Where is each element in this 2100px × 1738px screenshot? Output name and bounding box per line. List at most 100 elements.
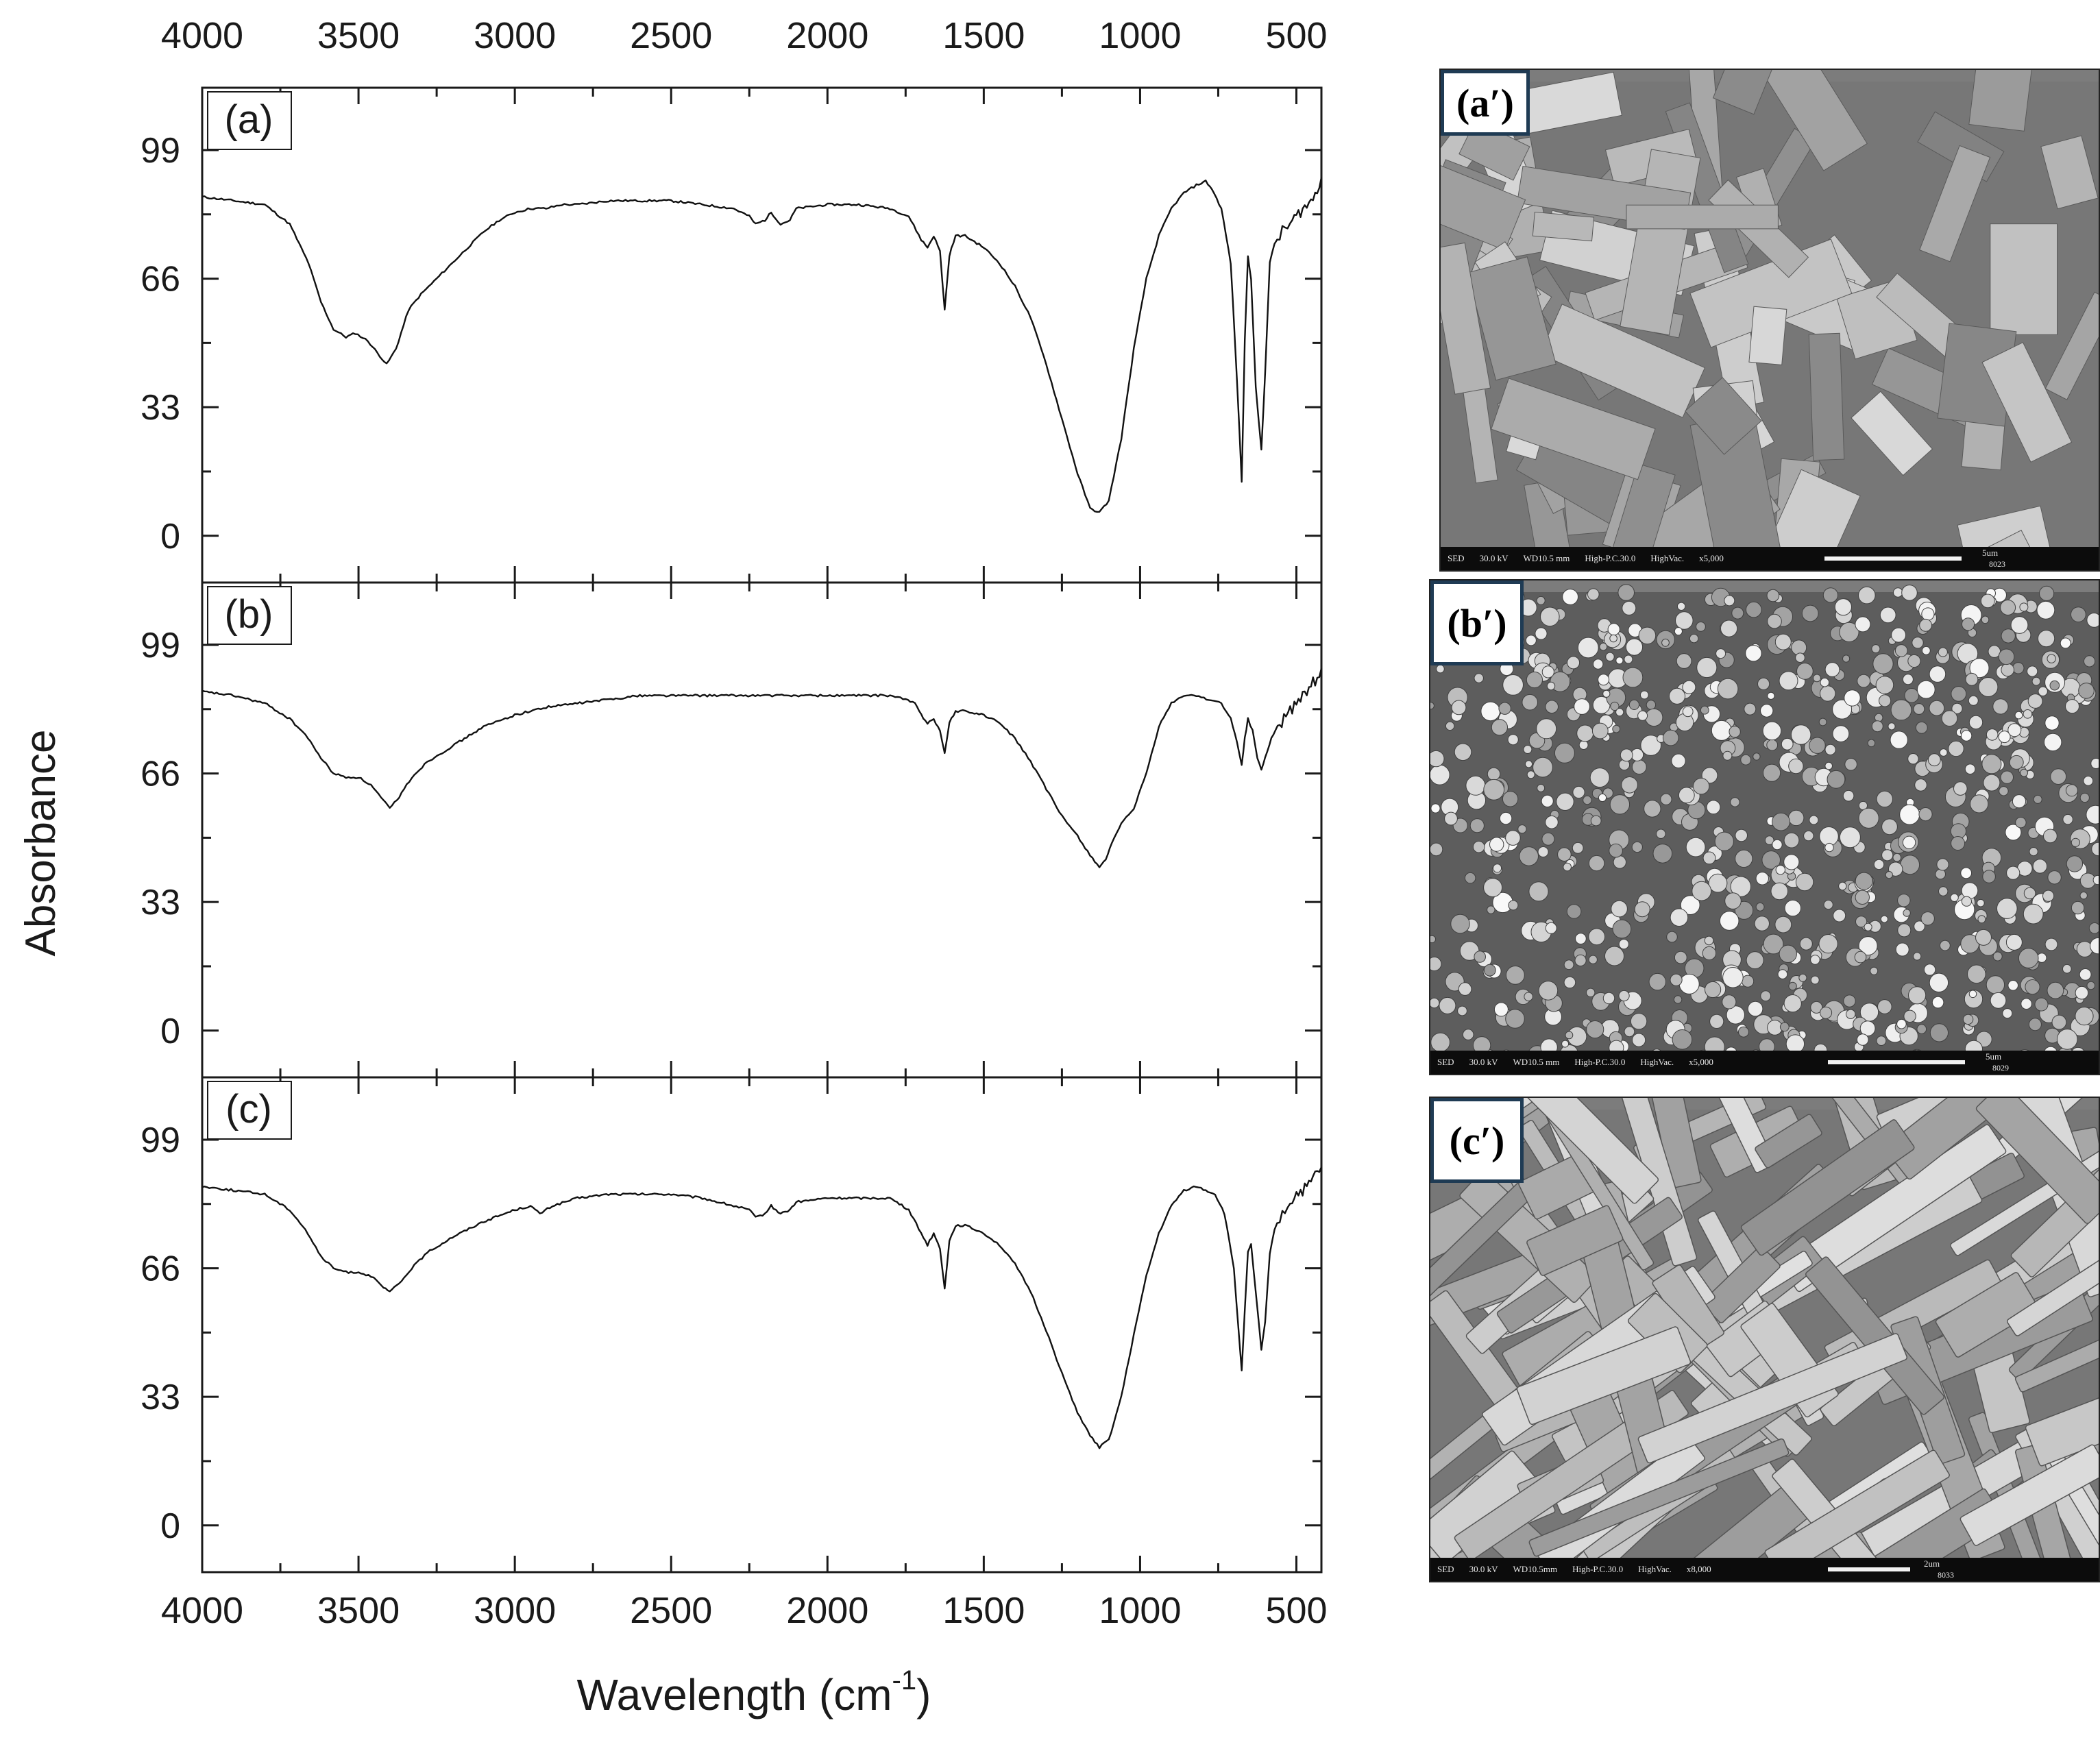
sem-particle: [1480, 701, 1500, 722]
sem-particle: [1962, 1014, 1974, 1025]
sem-mode: High-P.C.30.0: [1574, 1057, 1626, 1067]
sem-particle: [2006, 866, 2020, 880]
x-tick-label-top: 1000: [1099, 15, 1181, 56]
sem-particle: [1618, 990, 1630, 1002]
sem-particle: [1893, 587, 1903, 598]
sem-particle: [2007, 980, 2019, 991]
sem-particle: [1968, 695, 1979, 706]
sem-particle: [1809, 737, 1826, 754]
sem-particle: [1876, 1036, 1887, 1046]
sem-particle: [1708, 873, 1728, 893]
sem-scale-bar: [1828, 1060, 1965, 1064]
sem-particle: [2007, 723, 2022, 737]
sem-particle: [2044, 733, 2062, 752]
sem-particle: [1824, 842, 1834, 853]
sem-particle: [1986, 729, 1999, 741]
sem-particle: [1565, 1031, 1574, 1040]
sem-particle: [1632, 1033, 1646, 1047]
sem-crystal-flake: [2044, 291, 2099, 400]
sem-particle: [1602, 689, 1611, 698]
sem-crystal-rod: [1516, 1326, 1692, 1425]
sem-particle: [2012, 794, 2027, 809]
sem-particle: [1881, 818, 1898, 835]
sem-particle: [2049, 680, 2060, 691]
sem-particle: [2083, 776, 2094, 786]
sem-particle: [1474, 951, 1486, 963]
sem-voltage: 30.0 kV: [1469, 1564, 1498, 1574]
sem-particle: [2009, 755, 2024, 770]
sem-particle: [1454, 743, 1472, 761]
sem-particle: [1907, 753, 1919, 765]
sem-working-distance: WD10.5 mm: [1513, 1057, 1560, 1067]
sem-particle: [1660, 793, 1672, 805]
sem-particle: [1938, 886, 1949, 896]
sem-info-bar: SED 30.0 kV WD10.5mm High-P.C.30.0 HighVac. x…: [1430, 1558, 2099, 1581]
sem-particle: [1541, 665, 1554, 678]
sem-particle: [1772, 812, 1790, 831]
sem-particle: [1919, 618, 1932, 632]
sem-vacuum: HighVac.: [1640, 1057, 1674, 1067]
spectrum-line: [202, 668, 1323, 868]
sem-particle: [1901, 585, 1918, 601]
sem-particle: [1890, 731, 1908, 749]
sem-particle: [1598, 793, 1607, 803]
sem-particle: [1676, 602, 1686, 611]
sem-particle: [1858, 586, 1876, 604]
sem-particle: [2023, 887, 2036, 900]
sem-particle: [1961, 882, 1979, 899]
sem-particle: [1935, 868, 1946, 880]
sem-particle: [1567, 656, 1580, 670]
sem-texture-c: [1430, 1098, 2099, 1581]
sem-particle: [1838, 881, 1847, 891]
plot-frame: [201, 86, 1323, 584]
sem-particle: [1998, 731, 2011, 744]
sem-particle: [1929, 972, 1949, 992]
sem-particle: [1634, 901, 1650, 918]
sem-particle: [1674, 951, 1687, 964]
sem-crystal-rod: [1705, 1098, 1776, 1173]
sem-magnification: x8,000: [1686, 1564, 1711, 1574]
sem-particle: [1968, 990, 1977, 999]
sem-particle: [1563, 976, 1576, 989]
sem-particle: [1941, 710, 1958, 726]
y-tick-label: 0: [160, 1506, 180, 1546]
sem-particle: [1767, 613, 1782, 629]
sem-panel-label: (c′): [1430, 1098, 1524, 1183]
sem-particle: [1824, 761, 1833, 770]
sem-particle: [2027, 665, 2038, 677]
sem-particle: [1465, 872, 1476, 884]
sem-particle: [1900, 855, 1920, 875]
sem-particle: [2065, 699, 2079, 714]
sem-particle: [1897, 923, 1912, 938]
sem-particle: [1931, 996, 1944, 1009]
sem-particle: [1965, 672, 1979, 686]
sem-particle: [1526, 770, 1535, 779]
sem-particle: [2039, 585, 2055, 601]
sem-crystal-rod: [1528, 1438, 1790, 1557]
sem-particle: [1894, 644, 1908, 657]
sem-crystal-rod: [1740, 1119, 1915, 1256]
sem-particle: [1631, 759, 1647, 775]
sem-crystal-flake: [1441, 242, 1491, 395]
sem-particle: [1505, 830, 1521, 846]
sem-particle: [1702, 851, 1716, 865]
sem-vacuum: HighVac.: [1650, 553, 1685, 563]
sem-particle: [1611, 900, 1628, 918]
sem-particle: [1810, 1001, 1823, 1014]
sem-particle: [1577, 637, 1599, 659]
x-tick-label-top: 3000: [474, 15, 556, 56]
sem-particle: [1458, 982, 1472, 996]
sem-particle: [2071, 837, 2081, 847]
sem-particle: [1982, 870, 1996, 883]
sem-particle: [1740, 754, 1752, 766]
sem-particle: [1870, 966, 1879, 975]
sem-particle: [1483, 779, 1505, 800]
sem-particle: [1867, 739, 1876, 748]
sem-particle: [1722, 750, 1733, 761]
x-tick-label-top: 3500: [317, 15, 400, 56]
panel-label-box: [207, 91, 292, 150]
sem-particle: [1493, 864, 1502, 873]
sem-particle: [1764, 835, 1774, 845]
sem-particle: [1921, 607, 1935, 621]
sem-particle: [1760, 990, 1772, 1002]
